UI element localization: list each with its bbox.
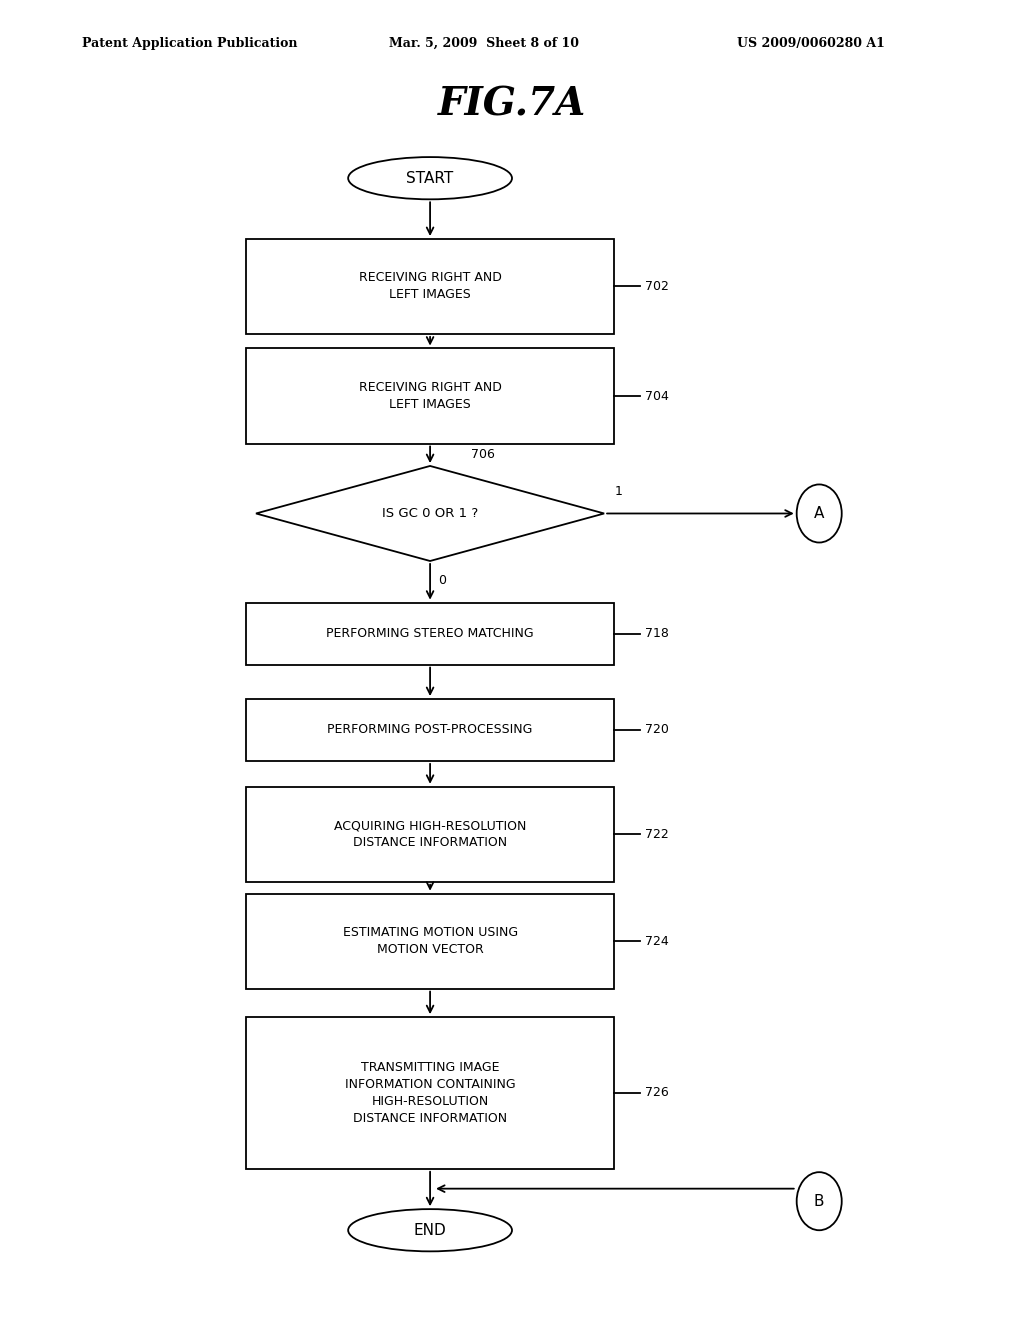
Text: A: A xyxy=(814,506,824,521)
Bar xyxy=(246,239,614,334)
Text: IS GC 0 OR 1 ?: IS GC 0 OR 1 ? xyxy=(382,507,478,520)
Text: TRANSMITTING IMAGE
INFORMATION CONTAINING
HIGH-RESOLUTION
DISTANCE INFORMATION: TRANSMITTING IMAGE INFORMATION CONTAININ… xyxy=(345,1061,515,1125)
Text: PERFORMING POST-PROCESSING: PERFORMING POST-PROCESSING xyxy=(328,723,532,737)
Text: 726: 726 xyxy=(645,1086,669,1100)
Text: PERFORMING STEREO MATCHING: PERFORMING STEREO MATCHING xyxy=(327,627,534,640)
Text: START: START xyxy=(407,170,454,186)
Text: RECEIVING RIGHT AND
LEFT IMAGES: RECEIVING RIGHT AND LEFT IMAGES xyxy=(358,381,502,411)
Bar xyxy=(246,1018,614,1170)
Bar xyxy=(246,787,614,882)
Bar xyxy=(246,700,614,760)
Text: US 2009/0060280 A1: US 2009/0060280 A1 xyxy=(737,37,885,50)
Text: 724: 724 xyxy=(645,935,669,948)
Text: FIG.7A: FIG.7A xyxy=(438,86,586,124)
Text: 704: 704 xyxy=(645,389,669,403)
Text: ESTIMATING MOTION USING
MOTION VECTOR: ESTIMATING MOTION USING MOTION VECTOR xyxy=(342,927,518,956)
Text: 718: 718 xyxy=(645,627,669,640)
Text: 720: 720 xyxy=(645,723,669,737)
Text: 702: 702 xyxy=(645,280,669,293)
Text: 706: 706 xyxy=(471,447,495,461)
Text: 0: 0 xyxy=(438,574,446,587)
Bar xyxy=(246,602,614,665)
Text: B: B xyxy=(814,1193,824,1209)
Text: ACQUIRING HIGH-RESOLUTION
DISTANCE INFORMATION: ACQUIRING HIGH-RESOLUTION DISTANCE INFOR… xyxy=(334,820,526,849)
Bar xyxy=(246,348,614,444)
Text: 722: 722 xyxy=(645,828,669,841)
Bar xyxy=(246,894,614,989)
Text: Patent Application Publication: Patent Application Publication xyxy=(82,37,297,50)
Text: RECEIVING RIGHT AND
LEFT IMAGES: RECEIVING RIGHT AND LEFT IMAGES xyxy=(358,272,502,301)
Text: 1: 1 xyxy=(614,484,623,498)
Text: END: END xyxy=(414,1222,446,1238)
Text: Mar. 5, 2009  Sheet 8 of 10: Mar. 5, 2009 Sheet 8 of 10 xyxy=(389,37,580,50)
